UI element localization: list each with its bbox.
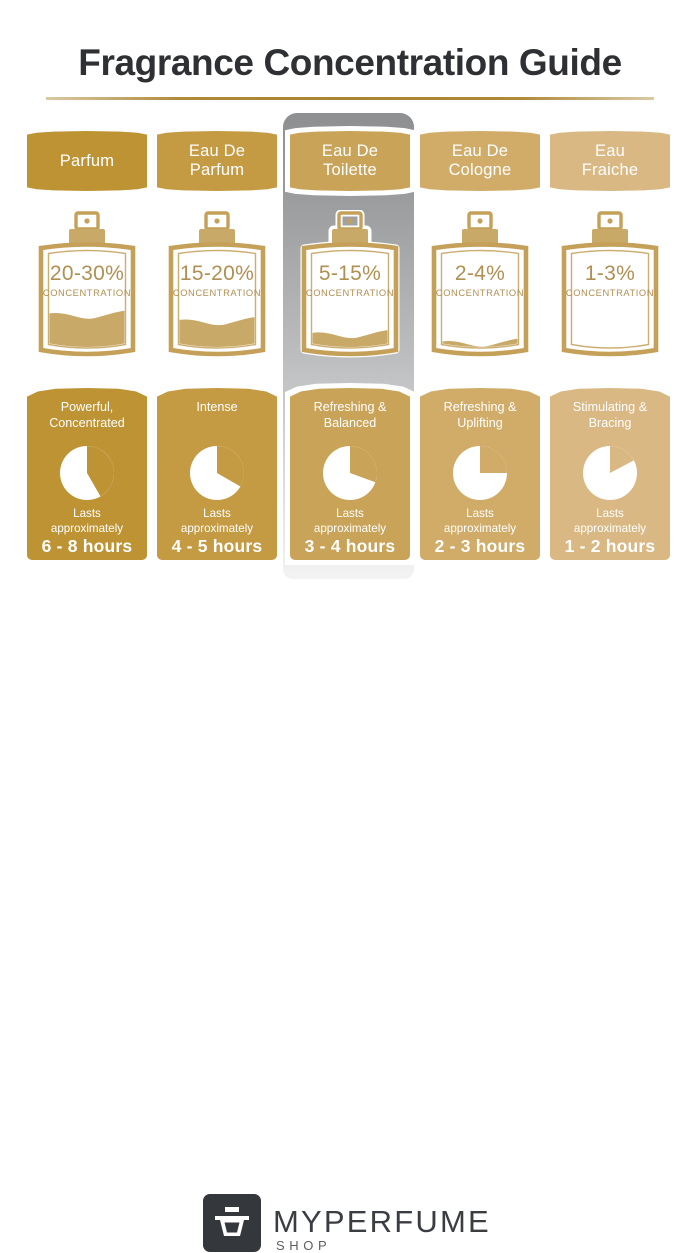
fragrance-column-1: Parfum 20-30% CONCENTRATIO <box>27 0 147 700</box>
longevity-label: Lasts approximately <box>159 507 275 536</box>
longevity-label-line: approximately <box>50 521 124 535</box>
header-card-label-line: Parfum <box>189 161 245 179</box>
duration-value: 6 - 8 hours <box>41 536 133 556</box>
fragrance-column-3: Eau De Toilette <box>285 0 415 700</box>
descriptor-line: Uplifting <box>457 416 503 430</box>
duration-value: 1 - 2 hours <box>564 536 656 556</box>
detail-card-1[interactable]: Powerful, Concentrated Lasts approximately… <box>27 388 147 560</box>
descriptor-text: Intense <box>161 399 273 415</box>
longevity-label-line: approximately <box>443 521 517 535</box>
brand-name: MYPERFUME <box>273 1204 491 1239</box>
longevity-label: Lasts approximately <box>29 507 145 536</box>
perfume-bottle-crown-icon <box>203 1194 261 1252</box>
header-card-label-line: Eau De <box>188 142 246 160</box>
duration-value: 4 - 5 hours <box>171 536 263 556</box>
longevity-label-line: approximately <box>573 521 647 535</box>
fragrance-column-5: Eau Fraiche 1-3% CONCENTRAT <box>550 0 670 700</box>
duration-value: 2 - 3 hours <box>434 536 526 556</box>
header-card-2[interactable]: Eau De Parfum <box>157 131 277 191</box>
descriptor-line: Powerful, <box>60 400 114 414</box>
header-card-label-line: Parfum <box>59 151 115 170</box>
longevity-label-line: Lasts <box>466 507 494 520</box>
fragrance-column-4: Eau De Cologne 2-4% CONCENT <box>420 0 540 700</box>
descriptor-line: Intense <box>196 400 238 414</box>
title-divider <box>46 97 654 100</box>
bottle-illustration-2 <box>159 210 275 360</box>
header-card-label-line: Fraiche <box>581 161 639 179</box>
page-title: Fragrance Concentration Guide <box>78 42 622 83</box>
header-card-5[interactable]: Eau Fraiche <box>550 131 670 191</box>
longevity-label-line: Lasts <box>73 507 101 520</box>
header-card-label-line: Eau De <box>321 142 379 160</box>
descriptor-line: Stimulating & <box>572 400 648 414</box>
detail-card-2[interactable]: Intense Lasts approximately 4 - 5 hours <box>157 388 277 560</box>
longevity-pie-chart-2 <box>189 445 245 501</box>
brand-footer: MYPERFUME SHOP <box>0 596 700 1253</box>
header-card-3[interactable]: Eau De Toilette <box>290 131 410 191</box>
descriptor-text: Refreshing & Uplifting <box>424 399 536 431</box>
bottle-illustration-4 <box>422 210 538 360</box>
descriptor-line: Concentrated <box>49 416 125 430</box>
longevity-label: Lasts approximately <box>292 507 408 536</box>
longevity-label-line: approximately <box>180 521 254 535</box>
descriptor-line: Refreshing & <box>443 400 517 414</box>
longevity-label-line: Lasts <box>336 507 364 520</box>
descriptor-text: Powerful, Concentrated <box>31 399 143 431</box>
descriptor-line: Bracing <box>588 416 632 430</box>
longevity-pie-chart-5 <box>582 445 638 501</box>
bottle-illustration-5 <box>552 210 668 360</box>
descriptor-text: Refreshing & Balanced <box>294 399 406 431</box>
header-card-1[interactable]: Parfum <box>27 131 147 191</box>
fragrance-column-2: Eau De Parfum 15-20% CONCEN <box>157 0 277 700</box>
descriptor-text: Stimulating & Bracing <box>554 399 666 431</box>
longevity-label-line: approximately <box>313 521 387 535</box>
detail-card-5[interactable]: Stimulating & Bracing Lasts approximately … <box>550 388 670 560</box>
longevity-pie-chart-1 <box>59 445 115 501</box>
descriptor-line: Refreshing & <box>313 400 387 414</box>
header-card-label-line: Cologne <box>448 161 512 179</box>
header-card-label-line: Eau <box>595 142 625 160</box>
brand-subtitle: SHOP <box>276 1238 332 1253</box>
header-card-label-line: Toilette <box>323 161 377 179</box>
header-card-label-line: Eau De <box>451 142 509 160</box>
detail-card-4[interactable]: Refreshing & Uplifting Lasts approximately… <box>420 388 540 560</box>
detail-card-3[interactable]: Refreshing & Balanced Lasts approximately … <box>290 388 410 560</box>
duration-value: 3 - 4 hours <box>304 536 396 556</box>
longevity-label-line: Lasts <box>203 507 231 520</box>
longevity-label: Lasts approximately <box>552 507 668 536</box>
header-card-4[interactable]: Eau De Cologne <box>420 131 540 191</box>
bottle-illustration-1 <box>29 210 145 360</box>
descriptor-line: Balanced <box>323 416 377 430</box>
longevity-pie-chart-3 <box>322 445 378 501</box>
bottle-illustration-3 <box>292 210 408 360</box>
longevity-label: Lasts approximately <box>422 507 538 536</box>
longevity-pie-chart-4 <box>452 445 508 501</box>
longevity-label-line: Lasts <box>596 507 624 520</box>
